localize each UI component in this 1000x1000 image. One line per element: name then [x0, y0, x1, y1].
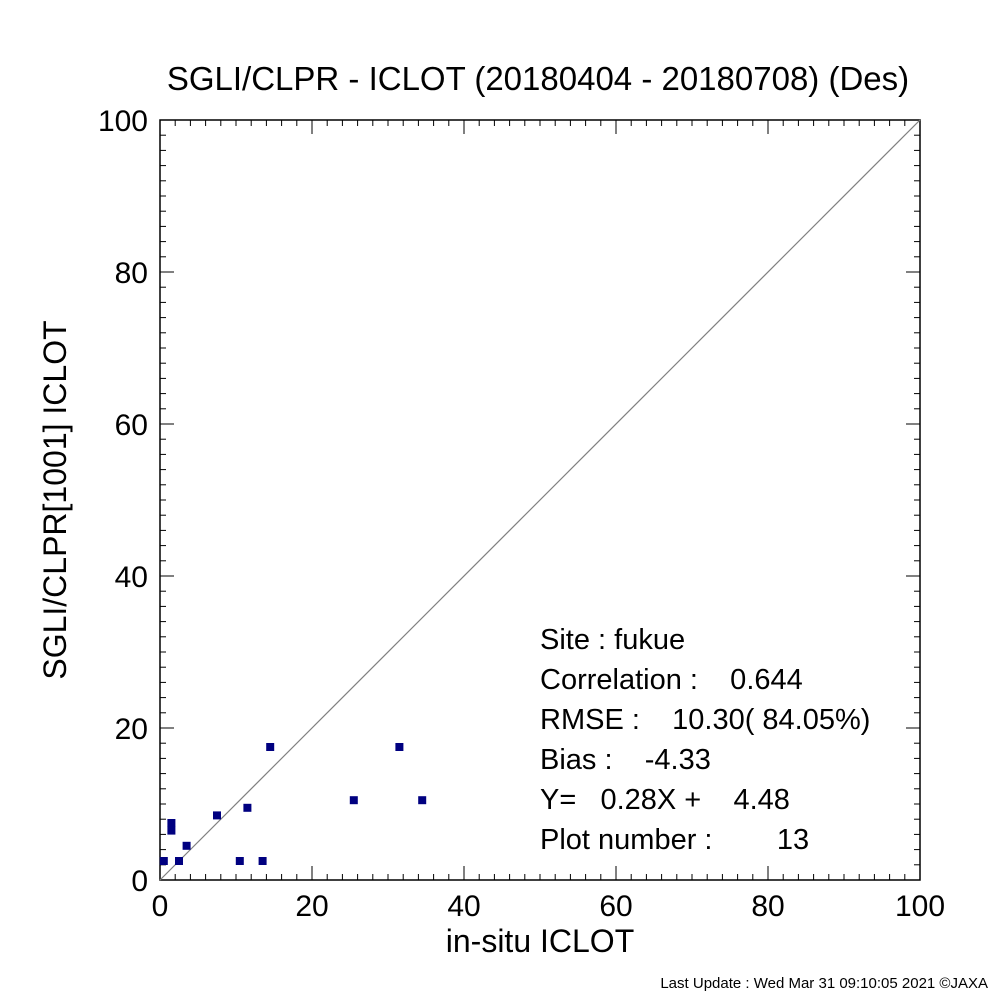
data-point [213, 811, 221, 820]
ticks-layer [159, 119, 921, 881]
stat-site: Site : fukue [540, 624, 685, 656]
data-point [159, 857, 168, 865]
data-point [182, 841, 191, 850]
y-tick-label: 0 [131, 865, 148, 898]
stat-plot-number: Plot number : 13 [540, 824, 809, 856]
y-tick-label: 100 [98, 105, 148, 138]
y-tick-label: 60 [115, 409, 148, 442]
data-point [258, 857, 267, 865]
stat-bias: Bias : -4.33 [540, 744, 711, 776]
data-point [167, 826, 176, 835]
y-tick-labels: 0 20 40 60 80 100 [98, 105, 148, 898]
y-tick-label: 40 [115, 561, 148, 594]
y-axis-label: SGLI/CLPR[1001] ICLOT [37, 320, 73, 679]
footer-timestamp: Last Update : Wed Mar 31 09:10:05 2021 ©… [660, 975, 988, 992]
data-points [159, 743, 427, 865]
x-tick-label: 60 [599, 890, 632, 923]
data-point [167, 819, 176, 827]
one-to-one-line [159, 119, 921, 881]
data-point [175, 857, 183, 865]
stat-regression: Y= 0.28X + 4.48 [540, 784, 790, 816]
data-point [266, 743, 275, 751]
y-tick-label: 80 [115, 257, 148, 290]
x-tick-label: 20 [295, 890, 328, 923]
data-point [349, 796, 358, 805]
x-axis-label: in-situ ICLOT [446, 923, 634, 959]
x-tick-label: 100 [895, 890, 945, 923]
stat-correlation: Correlation : 0.644 [540, 664, 803, 696]
x-tick-label: 0 [152, 890, 169, 923]
data-point [235, 857, 244, 865]
stats-box: Site : fukue Correlation : 0.644 RMSE : … [540, 624, 870, 856]
y-tick-label: 20 [115, 713, 148, 746]
data-point [418, 796, 427, 805]
x-tick-label: 80 [751, 890, 784, 923]
data-point [243, 803, 252, 812]
data-point [395, 743, 404, 751]
x-tick-label: 40 [447, 890, 480, 923]
stat-rmse: RMSE : 10.30( 84.05%) [540, 704, 870, 736]
x-tick-labels: 0 20 40 60 80 100 [152, 890, 945, 923]
chart-title: SGLI/CLPR - ICLOT (20180404 - 20180708) … [167, 60, 909, 97]
